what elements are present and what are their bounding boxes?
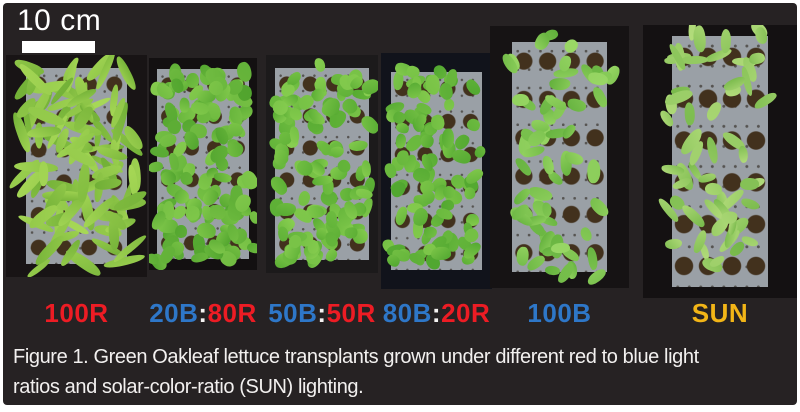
panel-label-part: SUN (691, 298, 749, 328)
panel-50B:50R (266, 55, 378, 273)
leaf-blob (464, 186, 476, 200)
leaf-blob (307, 239, 319, 254)
panel-label-part: 50R (326, 298, 376, 328)
panel-label-part: 100B (527, 298, 592, 328)
panel-label-100R: 100R (6, 296, 147, 330)
caption-line-2: ratios and solar-color-ratio (SUN) light… (13, 376, 364, 398)
panel-100B (490, 26, 629, 288)
panel-label-part: 20B (149, 298, 199, 328)
panel-label-part: : (431, 298, 442, 328)
panel-80B:20R (381, 53, 492, 289)
panel-label-part: 50B (268, 298, 318, 328)
panel-100R (6, 55, 147, 277)
leaf-blob (430, 246, 451, 261)
leaf-blob (549, 77, 571, 90)
scale-bar-label: 10 cm (17, 4, 102, 37)
leaf-blob (441, 129, 453, 149)
panel-label-100B: 100B (490, 296, 629, 330)
leaf-blob (306, 205, 324, 218)
panel-label-20B:80R: 20B:80R (149, 296, 257, 330)
caption-line-1: Figure 1. Green Oakleaf lettuce transpla… (13, 346, 699, 368)
scale-bar-line (22, 41, 95, 53)
panel-20B:80R (149, 58, 257, 270)
panel-label-part: 80R (207, 298, 257, 328)
leaf-blob (406, 203, 424, 213)
leaf-blob (704, 182, 723, 196)
figure-caption: Figure 1. Green Oakleaf lettuce transpla… (13, 342, 788, 402)
panel-label-part: : (317, 298, 327, 328)
panel-label-part: 100R (44, 298, 109, 328)
leaf-blob (174, 224, 188, 238)
panel-SUN (643, 25, 797, 298)
panel-label-part: : (198, 298, 208, 328)
leaf-blob (424, 74, 440, 95)
panel-label-80B:20R: 80B:20R (381, 296, 492, 330)
panel-label-part: 20R (441, 298, 491, 328)
leaf-blob (511, 94, 529, 106)
leaf-blob (178, 97, 190, 113)
leaf-blob (683, 102, 696, 126)
panel-label-SUN: SUN (643, 296, 797, 330)
leaf-blob (423, 226, 437, 238)
leaf-blob (38, 160, 49, 186)
leaf-blob (361, 159, 372, 178)
panel-label-50B:50R: 50B:50R (266, 296, 378, 330)
panel-label-part: 80B (382, 298, 432, 328)
leaf-blob (739, 177, 759, 191)
